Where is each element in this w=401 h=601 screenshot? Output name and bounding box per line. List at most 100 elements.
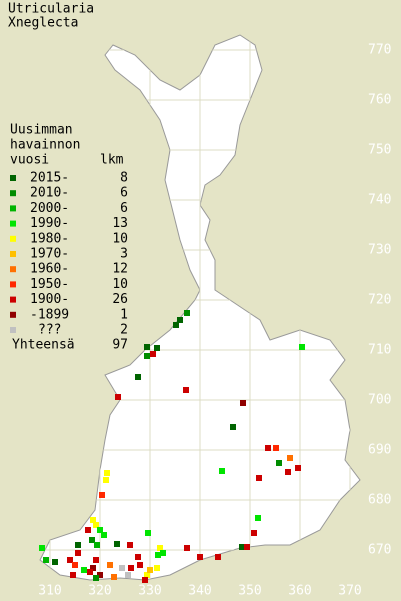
- legend-label: 1990-: [30, 216, 69, 231]
- observation: [177, 317, 183, 323]
- north-label: 770: [368, 43, 391, 58]
- title: Utricularia: [8, 2, 94, 17]
- observation: [287, 455, 293, 461]
- legend-label: 1980-: [30, 231, 69, 246]
- legend-heading: havainnon: [10, 138, 80, 153]
- north-label: 680: [368, 493, 391, 508]
- east-label: 330: [138, 584, 161, 599]
- observation: [85, 527, 91, 533]
- legend-swatch: [10, 235, 16, 242]
- observation: [137, 562, 143, 568]
- observation: [127, 542, 133, 548]
- legend-swatch: [10, 266, 16, 273]
- observation: [173, 322, 179, 328]
- legend-swatch: [10, 327, 16, 333]
- legend-count: 6: [120, 186, 128, 201]
- east-label: 310: [38, 584, 61, 599]
- legend-heading: vuosi: [10, 153, 49, 168]
- observation: [90, 517, 96, 523]
- observation: [239, 544, 245, 550]
- observation: [215, 554, 221, 560]
- observation: [197, 554, 203, 560]
- legend-swatch: [10, 281, 16, 288]
- north-label: 750: [368, 143, 391, 158]
- observation: [219, 468, 225, 474]
- observation: [90, 565, 96, 571]
- observation: [52, 559, 58, 565]
- observation: [142, 577, 148, 583]
- observation: [135, 374, 141, 380]
- east-label: 360: [288, 584, 311, 599]
- north-label: 700: [368, 393, 391, 408]
- east-label: 320: [88, 584, 111, 599]
- legend-count: 8: [120, 171, 128, 186]
- observation: [273, 445, 279, 451]
- legend-count: 2: [120, 323, 128, 338]
- observation: [115, 394, 121, 400]
- observation: [251, 530, 257, 536]
- observation: [75, 550, 81, 556]
- legend-swatch: [10, 251, 16, 257]
- legend-swatch: [10, 311, 16, 318]
- legend-count: 1: [120, 307, 128, 322]
- legend-count: 26: [112, 292, 128, 307]
- observation: [256, 475, 262, 481]
- legend-count: 3: [120, 247, 128, 262]
- legend-count: 13: [112, 216, 128, 231]
- legend-label: 1970-: [30, 247, 69, 262]
- legend-count: 10: [112, 277, 128, 292]
- observation: [160, 550, 166, 556]
- legend-swatch: [10, 175, 16, 181]
- legend-swatch: [10, 220, 16, 227]
- observation: [81, 567, 87, 573]
- observation: [39, 545, 45, 551]
- observation: [285, 469, 291, 475]
- observation: [93, 575, 99, 581]
- observation: [183, 387, 189, 393]
- observation: [114, 541, 120, 547]
- observation: [104, 470, 110, 476]
- north-label: 670: [368, 543, 391, 558]
- observation: [244, 544, 250, 550]
- legend-label: 1950-: [30, 277, 69, 292]
- observation: [111, 574, 117, 580]
- legend-label: 2015-: [30, 171, 69, 186]
- observation: [99, 492, 105, 498]
- observation: [103, 477, 109, 483]
- north-label: 710: [368, 343, 391, 358]
- east-label: 340: [188, 584, 211, 599]
- observation: [94, 542, 100, 548]
- legend-count: 10: [112, 231, 128, 246]
- observation: [43, 557, 49, 563]
- observation: [70, 572, 76, 578]
- legend-label: 2010-: [30, 186, 69, 201]
- observation: [276, 460, 282, 466]
- observation: [157, 545, 163, 551]
- east-label: 370: [338, 584, 361, 599]
- observation: [154, 565, 160, 571]
- observation: [125, 572, 131, 578]
- legend-label: 1960-: [30, 262, 69, 277]
- observation: [89, 537, 95, 543]
- observation: [155, 552, 161, 558]
- north-label: 760: [368, 93, 391, 108]
- observation: [67, 557, 73, 563]
- north-label: 730: [368, 243, 391, 258]
- observation: [154, 345, 160, 351]
- east-label: 350: [238, 584, 261, 599]
- observation: [101, 532, 107, 538]
- observation: [255, 515, 261, 521]
- observation: [75, 542, 81, 548]
- observation: [135, 554, 141, 560]
- observation: [230, 424, 236, 430]
- legend-count: 6: [120, 201, 128, 216]
- observation: [107, 562, 113, 568]
- observation: [144, 344, 150, 350]
- legend-swatch: [10, 190, 16, 197]
- observation: [119, 565, 125, 571]
- legend-count-heading: lkm: [100, 153, 124, 168]
- title: Xneglecta: [8, 16, 78, 31]
- observation: [128, 565, 134, 571]
